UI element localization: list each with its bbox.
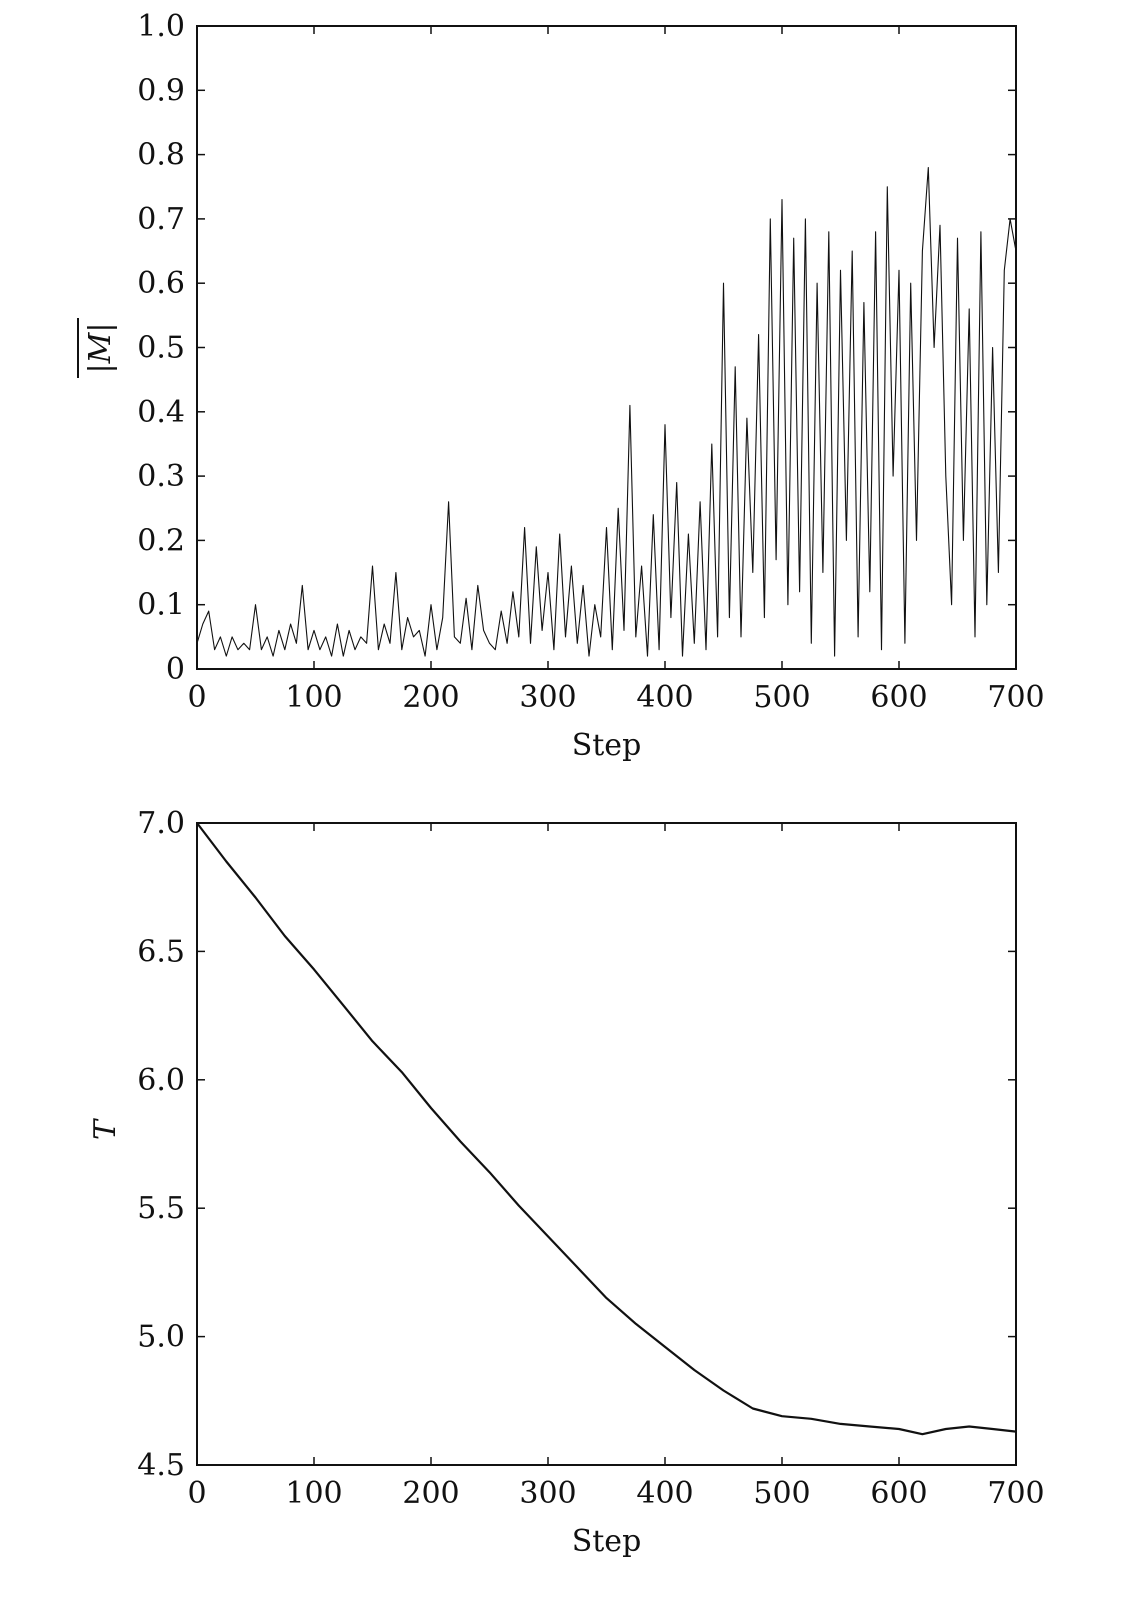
y-tick-label: 6.0 xyxy=(137,1063,185,1098)
y-tick-label: 0.2 xyxy=(137,523,185,558)
y-axis-title-group: |M| xyxy=(77,318,118,378)
x-tick-label: 600 xyxy=(870,1476,927,1511)
y-tick-label: 0.6 xyxy=(137,266,185,301)
y-tick-label: 0.8 xyxy=(137,138,185,173)
x-tick-label: 200 xyxy=(402,1476,459,1511)
x-axis-title: Step xyxy=(572,1524,642,1559)
y-tick-label: 5.5 xyxy=(137,1191,185,1226)
y-tick-label: 0.3 xyxy=(137,459,185,494)
x-tick-label: 0 xyxy=(187,680,206,715)
temperature-chart: 0 100 200 300 400 500 600 700 4.5 5.0 5.5 6.0 6.5 7.0… xyxy=(88,806,1045,1559)
series-line xyxy=(196,166,1017,657)
x-tick-label: 700 xyxy=(987,1476,1044,1511)
y-axis-title-group: T xyxy=(88,1118,123,1140)
plot-frame xyxy=(196,822,1017,1466)
x-tick-label: 300 xyxy=(519,680,576,715)
y-tick-label: 0.9 xyxy=(137,73,185,108)
x-tick-label: 400 xyxy=(636,1476,693,1511)
x-tick-label: 200 xyxy=(402,680,459,715)
y-tick-label: 6.5 xyxy=(137,934,185,969)
x-tick-label: 100 xyxy=(285,680,342,715)
y-tick-label: 4.5 xyxy=(137,1448,185,1483)
x-tick-label: 0 xyxy=(187,1476,206,1511)
x-tick-label: 500 xyxy=(753,1476,810,1511)
y-tick-label: 0.7 xyxy=(137,202,185,237)
x-tick-label: 400 xyxy=(636,680,693,715)
plot-frame xyxy=(196,25,1017,670)
y-tick-label: 7.0 xyxy=(137,806,185,841)
x-tick-label: 700 xyxy=(987,680,1044,715)
x-tick-label: 600 xyxy=(870,680,927,715)
series-line xyxy=(196,822,1017,1436)
x-tick-label: 100 xyxy=(285,1476,342,1511)
y-axis-title: T xyxy=(88,1118,123,1140)
y-tick-label: 1.0 xyxy=(137,9,185,44)
x-axis-title: Step xyxy=(572,728,642,763)
y-tick-label: 0 xyxy=(166,652,185,687)
magnetization-chart: 0 100 200 300 400 500 600 700 0 0.1 0.2 0.3 0.4 0.5 0.… xyxy=(77,9,1045,763)
y-tick-label: 0.5 xyxy=(137,331,185,366)
x-tick-label: 500 xyxy=(753,680,810,715)
x-tick-label: 300 xyxy=(519,1476,576,1511)
y-axis-title: |M| xyxy=(83,323,118,374)
y-tick-label: 0.1 xyxy=(137,588,185,623)
y-tick-label: 5.0 xyxy=(137,1320,185,1355)
y-tick-label: 0.4 xyxy=(137,395,185,430)
